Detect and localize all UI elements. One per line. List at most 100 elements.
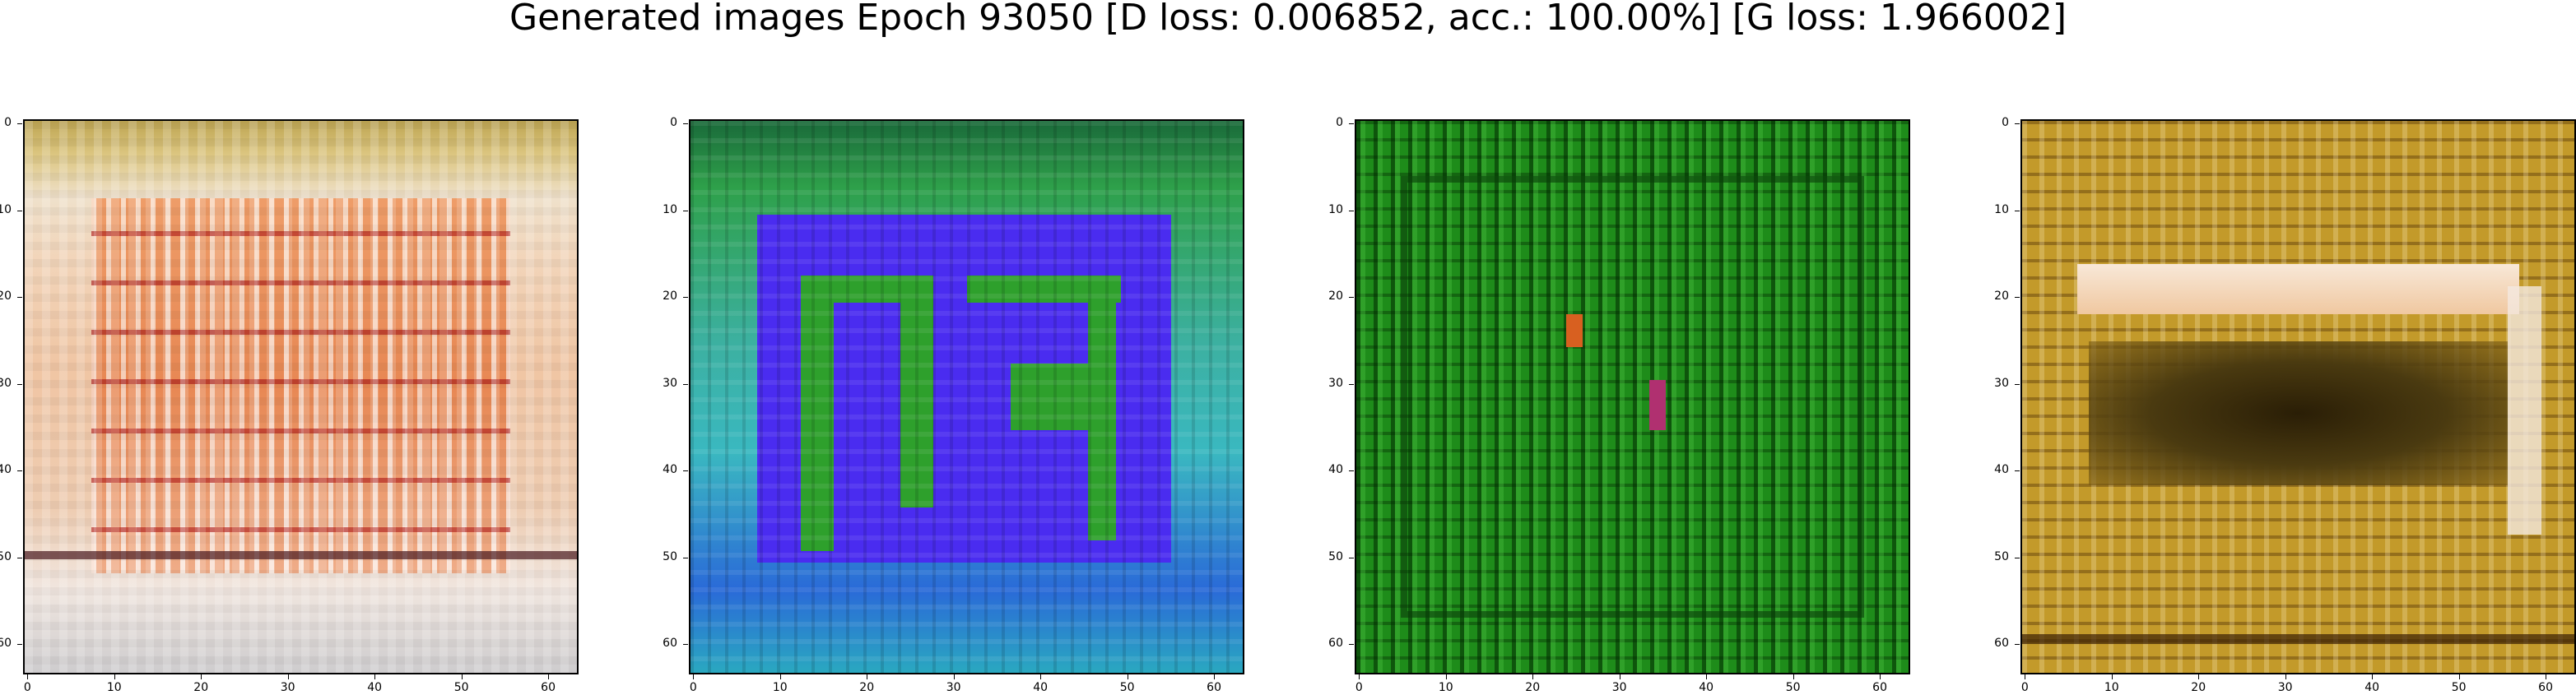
x-tick-mark xyxy=(2372,674,2374,679)
y-tick-label: 10 xyxy=(1994,202,2009,216)
y-tick-mark xyxy=(17,644,22,646)
y-tick-label: 30 xyxy=(663,376,677,390)
y-tick-label: 60 xyxy=(1994,637,2009,651)
x-tick-mark xyxy=(953,674,955,679)
y-tick-mark xyxy=(683,297,688,299)
generated-image-panel-1: 0 10 20 30 40 50 60 0 10 20 30 40 50 60 xyxy=(0,116,579,694)
x-tick-mark xyxy=(1706,674,1708,679)
y-tick-mark xyxy=(17,297,22,299)
generated-image-panel-3: 0 10 20 30 40 50 60 0 10 20 30 40 50 60 xyxy=(1328,116,1910,694)
y-tick-mark xyxy=(17,470,22,472)
generated-image-1 xyxy=(23,119,579,674)
x-tick-label: 10 xyxy=(2104,681,2119,694)
x-tick-label: 30 xyxy=(1611,681,1627,694)
x-tick-label: 0 xyxy=(1355,681,1363,694)
y-tick-mark xyxy=(2015,644,2020,646)
x-tick-mark xyxy=(548,674,550,679)
y-tick-label: 0 xyxy=(1336,116,1343,130)
y-tick-label: 50 xyxy=(1328,549,1343,563)
x-tick-label: 40 xyxy=(1699,681,1714,694)
x-tick-label: 50 xyxy=(1119,681,1135,694)
x-tick-mark xyxy=(201,674,202,679)
x-tick-mark xyxy=(1880,674,1881,679)
y-tick-mark xyxy=(683,470,688,472)
y-tick-mark xyxy=(683,383,688,385)
y-tick-label: 20 xyxy=(0,290,12,303)
y-tick-label: 0 xyxy=(2002,116,2009,130)
x-tick-label: 10 xyxy=(772,681,788,694)
y-tick-label: 30 xyxy=(0,376,12,390)
y-tick-label: 30 xyxy=(1994,376,2009,390)
y-tick-mark xyxy=(17,383,22,385)
x-tick-mark xyxy=(1793,674,1794,679)
x-tick-label: 40 xyxy=(1033,681,1049,694)
x-tick-mark xyxy=(114,674,115,679)
y-tick-mark xyxy=(1349,383,1354,385)
x-tick-mark xyxy=(27,674,29,679)
y-tick-label: 10 xyxy=(0,202,12,216)
figure-title: Generated images Epoch 93050 [D loss: 0.… xyxy=(509,0,2067,39)
y-tick-mark xyxy=(1349,470,1354,472)
x-tick-label: 30 xyxy=(280,681,295,694)
y-tick-label: 60 xyxy=(0,637,12,651)
x-tick-mark xyxy=(1359,674,1360,679)
x-tick-mark xyxy=(1532,674,1534,679)
x-tick-label: 50 xyxy=(1785,681,1801,694)
y-tick-mark xyxy=(1349,644,1354,646)
x-tick-mark xyxy=(374,674,376,679)
x-tick-mark xyxy=(461,674,463,679)
x-tick-label: 10 xyxy=(1438,681,1453,694)
y-tick-label: 0 xyxy=(4,116,12,130)
y-tick-mark xyxy=(2015,470,2020,472)
y-tick-label: 50 xyxy=(1994,549,2009,563)
x-tick-label: 60 xyxy=(1872,681,1887,694)
x-tick-label: 20 xyxy=(1525,681,1541,694)
x-tick-label: 10 xyxy=(106,681,122,694)
y-tick-label: 60 xyxy=(1328,637,1343,651)
generated-image-2 xyxy=(689,119,1244,674)
y-tick-label: 20 xyxy=(1328,290,1343,303)
x-tick-mark xyxy=(2111,674,2113,679)
y-tick-mark xyxy=(1349,123,1354,125)
x-tick-label: 0 xyxy=(23,681,31,694)
y-tick-label: 50 xyxy=(0,549,12,563)
y-tick-label: 10 xyxy=(663,202,677,216)
y-tick-label: 0 xyxy=(670,116,677,130)
y-tick-label: 30 xyxy=(1328,376,1343,390)
x-tick-label: 0 xyxy=(2020,681,2029,694)
y-tick-mark xyxy=(683,644,688,646)
y-tick-label: 40 xyxy=(663,463,677,477)
x-tick-mark xyxy=(2198,674,2200,679)
x-tick-label: 20 xyxy=(2191,681,2206,694)
x-tick-mark xyxy=(2458,674,2460,679)
y-tick-label: 40 xyxy=(1328,463,1343,477)
y-tick-label: 50 xyxy=(663,549,677,563)
y-tick-mark xyxy=(1349,297,1354,299)
generated-image-4 xyxy=(2020,119,2576,674)
y-tick-mark xyxy=(17,123,22,125)
y-tick-mark xyxy=(2015,297,2020,299)
x-tick-label: 20 xyxy=(859,681,875,694)
x-tick-label: 60 xyxy=(2538,681,2553,694)
x-tick-mark xyxy=(1445,674,1447,679)
x-tick-label: 20 xyxy=(193,681,209,694)
x-tick-label: 60 xyxy=(541,681,556,694)
y-tick-label: 20 xyxy=(663,290,677,303)
x-tick-label: 50 xyxy=(2451,681,2467,694)
y-tick-label: 20 xyxy=(1994,290,2009,303)
y-tick-label: 40 xyxy=(1994,463,2009,477)
x-tick-mark xyxy=(1214,674,1216,679)
x-tick-label: 50 xyxy=(453,681,469,694)
y-tick-label: 40 xyxy=(0,463,12,477)
x-tick-label: 60 xyxy=(1207,681,1221,694)
x-tick-label: 40 xyxy=(2364,681,2380,694)
y-tick-mark xyxy=(2015,383,2020,385)
generated-image-panel-2: 0 10 20 30 40 50 60 0 10 20 30 40 50 60 xyxy=(663,116,1244,694)
generated-image-panel-4: 0 10 20 30 40 50 60 0 10 20 30 40 50 60 xyxy=(1994,116,2576,694)
x-tick-mark xyxy=(2285,674,2286,679)
x-tick-label: 30 xyxy=(946,681,961,694)
y-tick-label: 60 xyxy=(663,637,677,651)
y-tick-mark xyxy=(2015,123,2020,125)
x-tick-mark xyxy=(1040,674,1042,679)
y-tick-label: 10 xyxy=(1328,202,1343,216)
